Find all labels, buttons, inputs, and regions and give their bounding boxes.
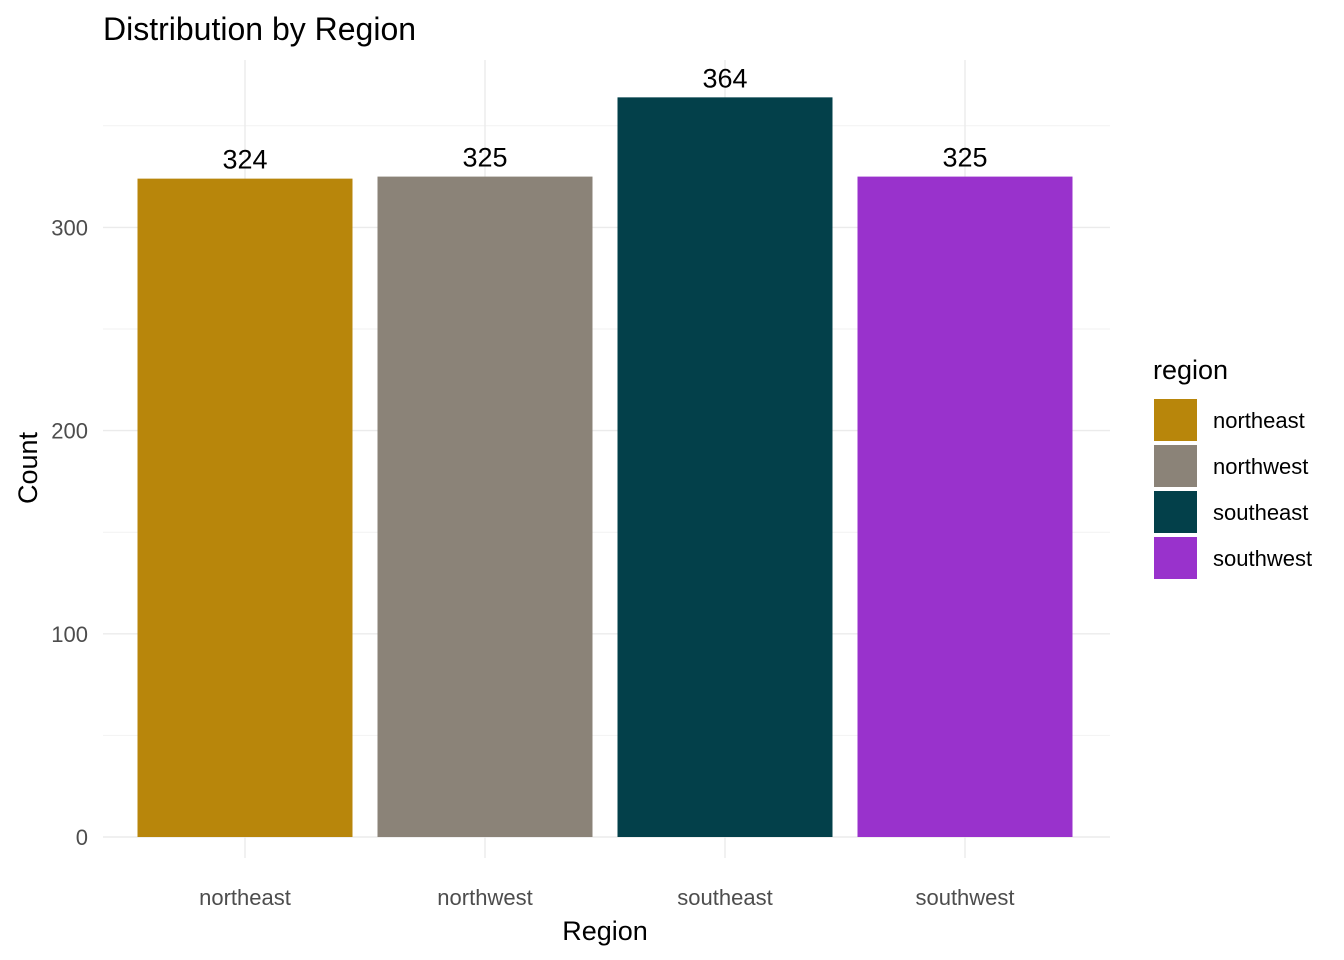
x-tick-label: southeast — [677, 885, 772, 910]
legend-title: region — [1153, 355, 1228, 385]
data-label-southeast: 364 — [702, 63, 747, 93]
legend-key-southeast — [1154, 491, 1197, 533]
bar-northeast — [137, 178, 353, 837]
bar-southeast — [617, 97, 833, 838]
y-tick-label: 200 — [51, 419, 88, 444]
bar-southwest — [857, 176, 1073, 838]
legend-key-northwest — [1154, 445, 1197, 487]
bars — [137, 97, 1073, 838]
legend: region northeast northwest southeast southw… — [1153, 355, 1312, 579]
y-axis-ticks: 0 100 200 300 — [51, 215, 88, 850]
x-axis-ticks: northeast northwest southeast southwest — [199, 885, 1014, 910]
x-axis-title: Region — [562, 916, 648, 946]
y-tick-label: 300 — [51, 215, 88, 240]
data-label-northwest: 325 — [462, 143, 507, 173]
legend-key-southwest — [1154, 537, 1197, 579]
x-tick-label: southwest — [915, 885, 1014, 910]
bar-northwest — [377, 176, 593, 838]
legend-key-northeast — [1154, 399, 1197, 441]
y-tick-label: 0 — [76, 825, 88, 850]
y-axis-title: Count — [13, 431, 43, 504]
legend-label-northwest: northwest — [1213, 454, 1308, 479]
y-tick-label: 100 — [51, 622, 88, 647]
chart-title: Distribution by Region — [103, 11, 416, 47]
legend-label-southeast: southeast — [1213, 500, 1308, 525]
x-tick-label: northeast — [199, 885, 291, 910]
legend-label-northeast: northeast — [1213, 408, 1305, 433]
legend-label-southwest: southwest — [1213, 546, 1312, 571]
x-tick-label: northwest — [437, 885, 532, 910]
data-label-southwest: 325 — [942, 143, 987, 173]
data-labels: 324 325 364 325 — [222, 63, 987, 174]
data-label-northeast: 324 — [222, 145, 267, 175]
